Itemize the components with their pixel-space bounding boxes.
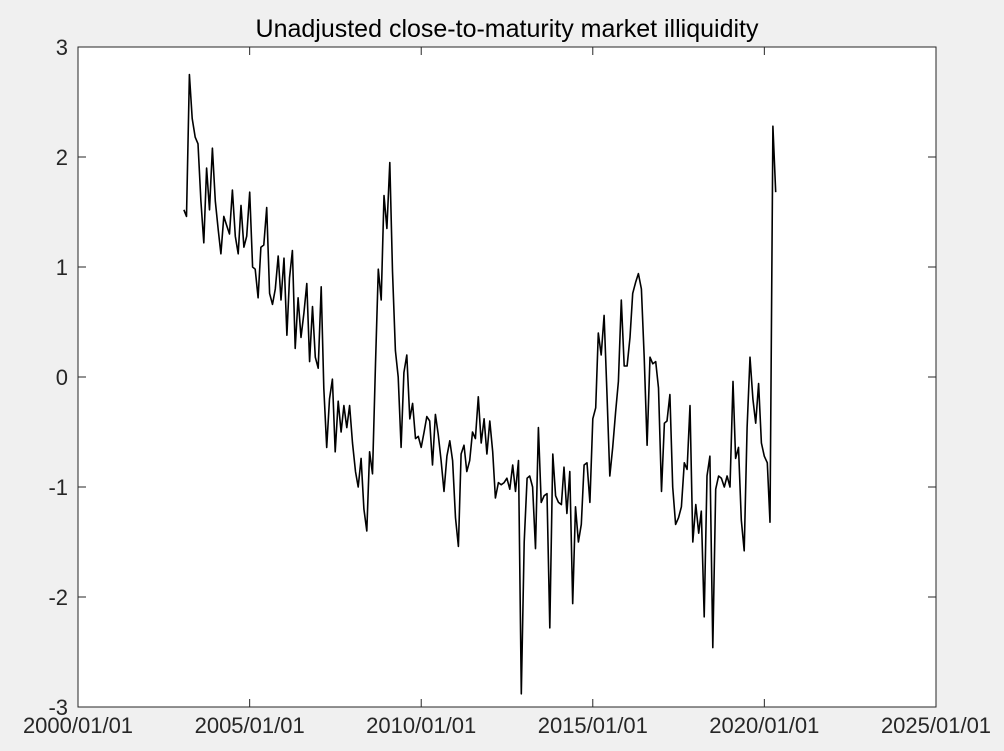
x-tick-label: 2000/01/01 [23, 713, 133, 738]
y-tick-label: 3 [56, 35, 68, 60]
plot-area [77, 46, 937, 708]
y-tick-label: 0 [56, 365, 68, 390]
x-tick-label: 2025/01/01 [881, 713, 991, 738]
series-line [183, 73, 777, 695]
y-tick-label: -3 [48, 695, 68, 720]
y-tick-label: 1 [56, 255, 68, 280]
x-tick-label: 2010/01/01 [366, 713, 476, 738]
y-axis: -3 -2 -1 0 1 2 3 [48, 35, 936, 720]
chart-title: Unadjusted close-to-maturity market illi… [256, 15, 759, 43]
x-tick-label: 2005/01/01 [195, 713, 305, 738]
y-tick-label: 2 [56, 145, 68, 170]
y-tick-label: -1 [48, 475, 68, 500]
x-tick-label: 2020/01/01 [709, 713, 819, 738]
x-tick-label: 2015/01/01 [538, 713, 648, 738]
y-tick-label: -2 [48, 585, 68, 610]
x-axis: 2000/01/01 2005/01/01 2010/01/01 2015/01/01… [23, 47, 991, 738]
